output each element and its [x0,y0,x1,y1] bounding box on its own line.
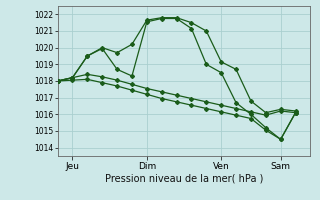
X-axis label: Pression niveau de la mer( hPa ): Pression niveau de la mer( hPa ) [105,173,263,183]
